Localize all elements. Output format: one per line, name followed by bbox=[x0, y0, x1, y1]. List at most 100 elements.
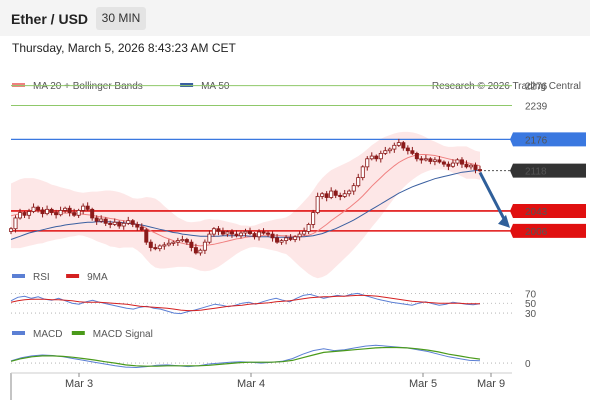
candle-body-9 bbox=[49, 208, 54, 213]
level-2043-label: 2043 bbox=[525, 207, 548, 218]
candle-body-93 bbox=[428, 158, 433, 162]
time-axis: Mar 3 Mar 4 Mar 5 Mar 9 bbox=[10, 372, 512, 400]
candle-body-13 bbox=[67, 207, 72, 213]
candle-body-34 bbox=[162, 244, 167, 247]
price-legend-label-0: MA 20 + Bollinger Bands bbox=[33, 81, 143, 92]
candle-body-17 bbox=[85, 205, 90, 210]
datetime-label: Thursday, March 5, 2026 8:43:23 AM CET bbox=[12, 41, 236, 55]
candle-body-48 bbox=[225, 231, 230, 235]
candle-body-85 bbox=[392, 144, 397, 150]
rsi-legend-swatch-0 bbox=[12, 274, 25, 278]
candle-body-14 bbox=[72, 212, 77, 216]
candle-body-55 bbox=[257, 231, 262, 238]
candle-body-49 bbox=[229, 231, 234, 235]
candle-body-20 bbox=[99, 218, 104, 222]
x-tick-label-1: Mar 4 bbox=[237, 378, 265, 390]
candle-body-66 bbox=[306, 224, 311, 232]
candle-body-37 bbox=[175, 240, 180, 243]
candle-body-23 bbox=[112, 221, 117, 225]
macd-legend-swatch-1 bbox=[71, 331, 85, 335]
candle-body-41 bbox=[193, 247, 198, 254]
candle-body-28 bbox=[135, 224, 140, 228]
candle-body-31 bbox=[148, 241, 153, 248]
candle-body-19 bbox=[94, 217, 99, 222]
candle-body-68 bbox=[315, 196, 320, 213]
candle-body-99 bbox=[455, 159, 460, 164]
ma20-line bbox=[10, 154, 481, 247]
price-legend-label-1: MA 50 bbox=[201, 81, 230, 92]
candle-body-91 bbox=[419, 158, 424, 161]
candle-body-22 bbox=[108, 222, 113, 225]
candle-body-73 bbox=[338, 194, 343, 197]
candle-body-75 bbox=[347, 190, 352, 195]
bollinger-band-area bbox=[11, 131, 480, 279]
candle-body-30 bbox=[144, 229, 149, 243]
candle-body-40 bbox=[189, 241, 194, 248]
timeframe-button[interactable]: 30 MIN bbox=[96, 7, 146, 30]
level-2176-tag bbox=[510, 132, 586, 147]
watermark: Research © 2026 Trading Central bbox=[432, 81, 581, 92]
candle-body-89 bbox=[410, 150, 415, 154]
candle-body-4 bbox=[27, 211, 32, 216]
level-2176-label: 2176 bbox=[525, 135, 548, 146]
candle-body-25 bbox=[121, 222, 126, 227]
candle-body-32 bbox=[153, 247, 158, 250]
level-2006-label: 2006 bbox=[525, 227, 548, 238]
rsi-ma9-line bbox=[10, 294, 480, 312]
candle-body-79 bbox=[365, 158, 370, 168]
candle-body-42 bbox=[198, 249, 203, 254]
candle-body-101 bbox=[464, 163, 469, 168]
candle-body-59 bbox=[275, 237, 280, 243]
x-tick-label-0: Mar 3 bbox=[65, 378, 93, 390]
candle-body-47 bbox=[220, 231, 225, 235]
rsi-level-label-30: 30 bbox=[525, 309, 537, 320]
candle-body-70 bbox=[324, 193, 329, 198]
candle-body-16 bbox=[81, 205, 86, 211]
candle-body-76 bbox=[351, 185, 356, 192]
candle-body-52 bbox=[243, 231, 248, 234]
candle-body-87 bbox=[401, 142, 406, 149]
macd-panel: MACD MACD Signal 0 bbox=[10, 329, 531, 370]
candle-body-27 bbox=[130, 220, 135, 225]
candle-body-58 bbox=[270, 233, 275, 239]
forecast-arrow-shaft bbox=[478, 171, 508, 224]
candle-body-11 bbox=[58, 210, 63, 216]
candle-body-44 bbox=[207, 233, 212, 243]
candle-body-21 bbox=[103, 218, 108, 224]
candle-body-63 bbox=[293, 236, 298, 240]
x-tick-label-2: Mar 5 bbox=[409, 378, 437, 390]
rsi-level-label-50: 50 bbox=[525, 299, 537, 310]
level-2118-tag bbox=[510, 163, 586, 178]
candle-body-96 bbox=[441, 161, 446, 165]
level-2043-tag bbox=[510, 203, 586, 218]
macd-legend-label-1: MACD Signal bbox=[93, 329, 153, 340]
rsi-legend-label-1: 9MA bbox=[87, 272, 108, 283]
candle-body-24 bbox=[117, 221, 122, 227]
candle-body-38 bbox=[180, 239, 185, 242]
macd-legend-swatch-0 bbox=[12, 331, 25, 335]
candle-body-26 bbox=[126, 220, 131, 224]
candle-body-83 bbox=[383, 150, 388, 154]
candle-body-12 bbox=[63, 207, 68, 211]
candle-body-61 bbox=[284, 237, 289, 241]
macd-zero-label: 0 bbox=[525, 359, 531, 370]
candle-body-78 bbox=[360, 166, 365, 179]
candle-body-46 bbox=[216, 228, 221, 232]
candle-body-92 bbox=[423, 158, 428, 161]
candle-body-15 bbox=[76, 210, 81, 216]
candle-body-74 bbox=[342, 193, 347, 197]
candle-body-35 bbox=[166, 242, 171, 246]
candle-body-97 bbox=[446, 163, 451, 167]
macd-legend-label-0: MACD bbox=[33, 329, 62, 340]
candle-body-62 bbox=[288, 237, 293, 240]
candle-body-86 bbox=[396, 142, 401, 146]
candle-body-0 bbox=[8, 228, 13, 232]
candle-body-64 bbox=[297, 233, 302, 238]
candle-body-45 bbox=[211, 228, 216, 235]
forecast-arrow-head bbox=[498, 214, 510, 228]
candle-body-50 bbox=[234, 233, 239, 237]
candle-body-29 bbox=[139, 226, 144, 231]
candle-body-6 bbox=[36, 206, 41, 211]
